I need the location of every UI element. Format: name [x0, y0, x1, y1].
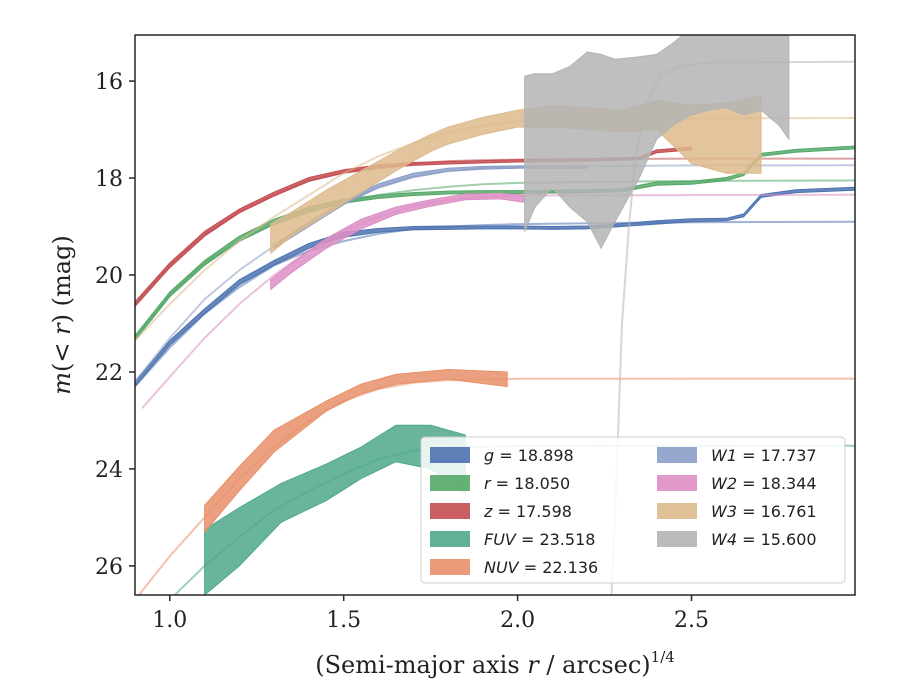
legend-swatch-fuv — [430, 531, 470, 547]
x-axis-label-after: / arcsec) — [539, 651, 651, 679]
legend-label-w1: W1 = 17.737 — [711, 446, 817, 465]
legend-entry-w3: W3 = 16.761 — [657, 502, 817, 521]
legend-label-nuv: NUV = 22.136 — [484, 558, 598, 577]
legend-label-g: g = 18.898 — [484, 446, 574, 465]
y-axis-label: m(< r) (mag) — [48, 235, 76, 395]
legend-value-w4: = 15.600 — [737, 530, 817, 549]
ticks-layer: 1.0 1.5 2.0 2.5 16 18 20 22 24 26 — [95, 70, 709, 633]
y-tick-label: 16 — [95, 70, 123, 95]
legend-value-r: = 18.050 — [491, 474, 571, 493]
y-tick-label: 24 — [95, 458, 123, 483]
legend-value-z: = 17.598 — [492, 502, 572, 521]
legend-label-w2: W2 = 18.344 — [711, 474, 817, 493]
legend-swatch-r — [430, 475, 470, 491]
legend-name-w4: W4 — [711, 530, 737, 549]
x-axis-label: (Semi-major axis r / arcsec)1/4 — [315, 648, 675, 679]
legend-swatch-z — [430, 503, 470, 519]
legend-entry-w2: W2 = 18.344 — [657, 474, 817, 493]
y-axis-label-m: m — [48, 372, 76, 395]
y-tick-label: 22 — [95, 361, 123, 386]
legend-label-w4: W4 = 15.600 — [711, 530, 817, 549]
legend-frame — [420, 436, 846, 584]
legend-swatch-g — [430, 447, 470, 463]
plot-frame — [134, 34, 856, 596]
legend-entry-nuv: NUV = 22.136 — [430, 558, 598, 577]
y-tick-label: 20 — [95, 264, 123, 289]
legend-entry-fuv: FUV = 23.518 — [430, 530, 595, 549]
legend-label-fuv: FUV = 23.518 — [484, 530, 595, 549]
x-axis-label-exponent: 1/4 — [651, 648, 675, 666]
legend-label-w3: W3 = 16.761 — [711, 502, 817, 521]
legend-swatch-w3 — [657, 503, 697, 519]
legend-value-w2: = 18.344 — [737, 474, 817, 493]
x-tick-label: 2.0 — [500, 608, 535, 633]
legend-entry-w4: W4 = 15.600 — [657, 530, 817, 549]
legend-entry-w1: W1 = 17.737 — [657, 446, 817, 465]
legend-name-fuv: FUV — [484, 530, 517, 549]
y-axis-label-open: ( — [48, 363, 76, 372]
legend-value-w3: = 16.761 — [737, 502, 817, 521]
legend-name-w1: W1 — [711, 446, 737, 465]
series-nuv — [137, 368, 855, 595]
x-axis-label-before: (Semi-major axis — [315, 651, 527, 679]
x-axis-label-var: r — [527, 651, 540, 679]
y-axis-label-suffix: ) (mag) — [48, 235, 76, 323]
legend-name-nuv: NUV — [484, 558, 520, 577]
legend-name-w2: W2 — [711, 474, 737, 493]
legend-swatch-w1 — [657, 447, 697, 463]
legend-value-fuv: = 23.518 — [516, 530, 596, 549]
legend-value-g: = 18.898 — [494, 446, 574, 465]
legend-value-w1: = 17.737 — [737, 446, 817, 465]
legend-name-r: r — [484, 474, 492, 493]
legend-swatch-nuv — [430, 559, 470, 575]
legend-name-g: g — [484, 446, 494, 465]
legend-label-r: r = 18.050 — [484, 474, 570, 493]
legend-value-nuv: = 22.136 — [519, 558, 599, 577]
legend-name-z: z — [483, 502, 493, 521]
legend-name-w3: W3 — [711, 502, 737, 521]
x-tick-label: 1.5 — [326, 608, 361, 633]
x-tick-label: 1.0 — [152, 608, 187, 633]
legend-swatch-w2 — [657, 475, 697, 491]
x-tick-label: 2.5 — [674, 608, 709, 633]
series-nuv-obs-band — [204, 368, 508, 534]
legend-swatch-w4 — [657, 531, 697, 547]
series-w4-obs-band — [524, 35, 790, 250]
y-tick-label: 18 — [95, 167, 123, 192]
y-tick-label: 26 — [95, 555, 123, 580]
legend-entry-r: r = 18.050 — [430, 474, 570, 493]
legend-entry-z: z = 17.598 — [430, 502, 572, 521]
legend-entry-g: g = 18.898 — [430, 446, 574, 465]
y-axis-label-math: < r — [48, 322, 76, 363]
legend-label-z: z = 17.598 — [483, 502, 572, 521]
